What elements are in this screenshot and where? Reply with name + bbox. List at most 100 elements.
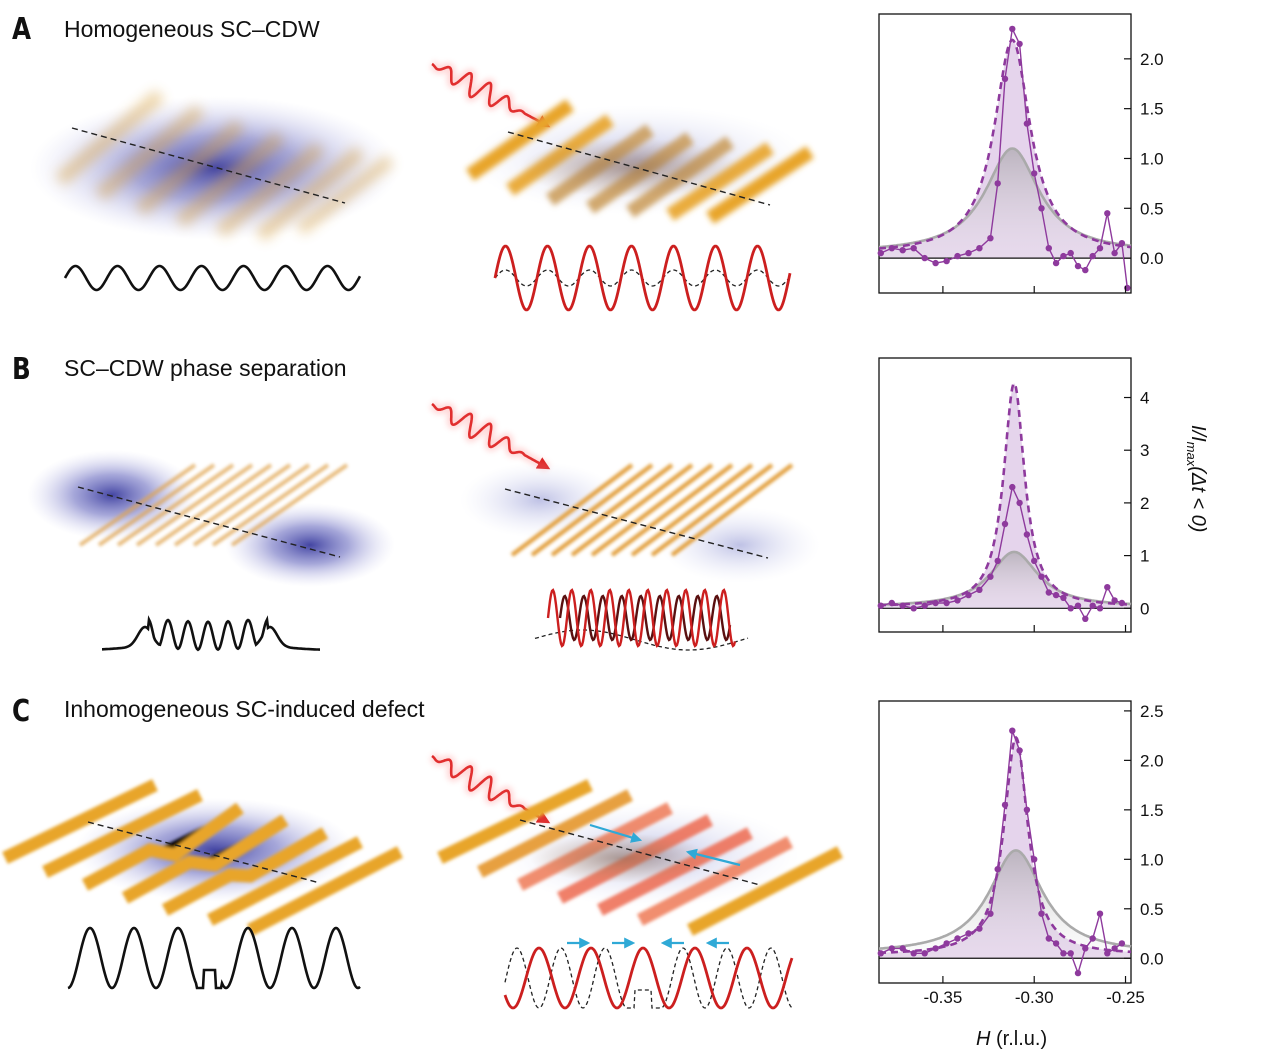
cdw-stripe xyxy=(670,463,794,557)
y-axis-label: I/Imax(Δt < 0) xyxy=(1184,425,1209,532)
data-point xyxy=(1031,557,1038,565)
y-tick-label: 2.0 xyxy=(1140,751,1164,770)
data-point xyxy=(899,945,906,952)
dashed-fit-line xyxy=(879,381,1132,607)
pumped-waveform xyxy=(546,588,737,648)
data-point xyxy=(943,940,950,947)
cdw-stripe xyxy=(192,463,311,547)
data-point xyxy=(1060,950,1067,957)
data-point xyxy=(954,597,961,604)
cut-line xyxy=(77,486,341,558)
cut-line xyxy=(71,127,346,204)
panel-title-c: Inhomogeneous SC-induced defect xyxy=(64,696,425,722)
cdw-stripe xyxy=(230,463,349,547)
data-point xyxy=(1089,602,1096,609)
data-point xyxy=(976,245,983,252)
plot-frame xyxy=(878,357,1132,633)
data-point xyxy=(987,573,994,580)
y-tick-label: 0.0 xyxy=(1140,949,1164,968)
data-point xyxy=(1031,856,1038,863)
x-tick-label: -0.35 xyxy=(924,988,963,1007)
y-tick-label: 2 xyxy=(1140,494,1149,513)
data-point xyxy=(1038,910,1045,917)
gray-fit-line xyxy=(879,147,1132,249)
cdw-waveform xyxy=(102,615,320,652)
data-point xyxy=(1074,262,1082,270)
data-point xyxy=(1052,940,1060,947)
cdw-waveform xyxy=(63,264,362,292)
illustration-b-equilibrium xyxy=(27,450,395,652)
sc-domain-right-faint xyxy=(660,507,820,583)
y-tick-label: 0 xyxy=(1140,599,1149,618)
data-point xyxy=(1082,615,1089,622)
data-point xyxy=(1001,801,1009,809)
data-point xyxy=(1067,950,1074,957)
data-point xyxy=(1016,499,1023,507)
data-point xyxy=(910,950,917,957)
y-tick-label: 2.5 xyxy=(1140,702,1164,721)
cut-line xyxy=(507,131,771,206)
cdw-domain-stripes xyxy=(510,463,794,557)
shift-arrow-left-icon xyxy=(685,848,741,867)
cdw-stripes xyxy=(55,89,394,242)
overlap-core xyxy=(520,138,740,198)
data-point xyxy=(1096,245,1104,252)
illustration-c-equilibrium xyxy=(2,779,403,990)
data-point xyxy=(932,259,939,267)
data-point xyxy=(1052,259,1060,267)
sc-domain-right xyxy=(225,503,395,587)
data-point xyxy=(954,935,961,942)
data-point xyxy=(1016,747,1023,754)
data-point xyxy=(1023,120,1031,127)
data-point xyxy=(921,602,928,609)
data-point xyxy=(1009,483,1016,491)
cdw-stripe xyxy=(97,463,216,547)
cdw-stripe xyxy=(78,463,197,547)
data-point xyxy=(1067,605,1074,612)
y-tick-label: 3 xyxy=(1140,441,1149,460)
y-tick-label: 2.0 xyxy=(1140,50,1164,69)
data-point xyxy=(1001,520,1009,528)
plot-frame xyxy=(878,13,1132,294)
data-point xyxy=(1111,249,1118,257)
data-point xyxy=(888,599,895,607)
data-point xyxy=(921,254,928,262)
data-point xyxy=(994,866,1001,873)
x-tick-label: -0.30 xyxy=(1015,988,1054,1007)
data-point xyxy=(1016,40,1023,48)
data-point xyxy=(1031,170,1038,177)
overlap-core xyxy=(530,833,710,883)
data-point xyxy=(1074,969,1082,977)
cdw-stripe xyxy=(173,463,292,547)
cdw-stripe xyxy=(135,463,254,547)
data-point xyxy=(888,945,895,952)
cut-line xyxy=(519,819,761,886)
shift-arrow-right-icon xyxy=(589,823,643,843)
pump-photon-glow xyxy=(429,60,551,130)
data-point xyxy=(1052,591,1060,599)
data-point xyxy=(910,605,917,612)
cdw-stripe xyxy=(630,463,754,557)
chart-b: 0 1 2 3 4 xyxy=(877,357,1149,633)
data-point xyxy=(1067,249,1074,257)
data-point xyxy=(994,180,1001,187)
gray-fit-area xyxy=(879,551,1131,609)
data-point xyxy=(1082,945,1089,952)
x-tick-label: -0.25 xyxy=(1106,988,1145,1007)
data-point xyxy=(987,910,994,917)
illustration-a-pumped xyxy=(429,60,814,312)
data-point xyxy=(888,245,895,252)
cdw-stripe xyxy=(211,463,330,547)
cdw-domain-stripes xyxy=(78,463,349,547)
data-point xyxy=(1038,205,1045,212)
y-tick-label: 1.0 xyxy=(1140,850,1164,869)
data-point xyxy=(899,247,906,254)
data-point xyxy=(1023,531,1031,538)
data-point xyxy=(1082,266,1089,274)
cdw-stripe xyxy=(116,463,235,547)
dashed-fit-area xyxy=(879,737,1131,959)
data-point xyxy=(1060,252,1067,260)
cdw-stripe xyxy=(154,463,273,547)
y-tick-label: 1.5 xyxy=(1140,100,1164,119)
data-point xyxy=(1045,589,1053,596)
